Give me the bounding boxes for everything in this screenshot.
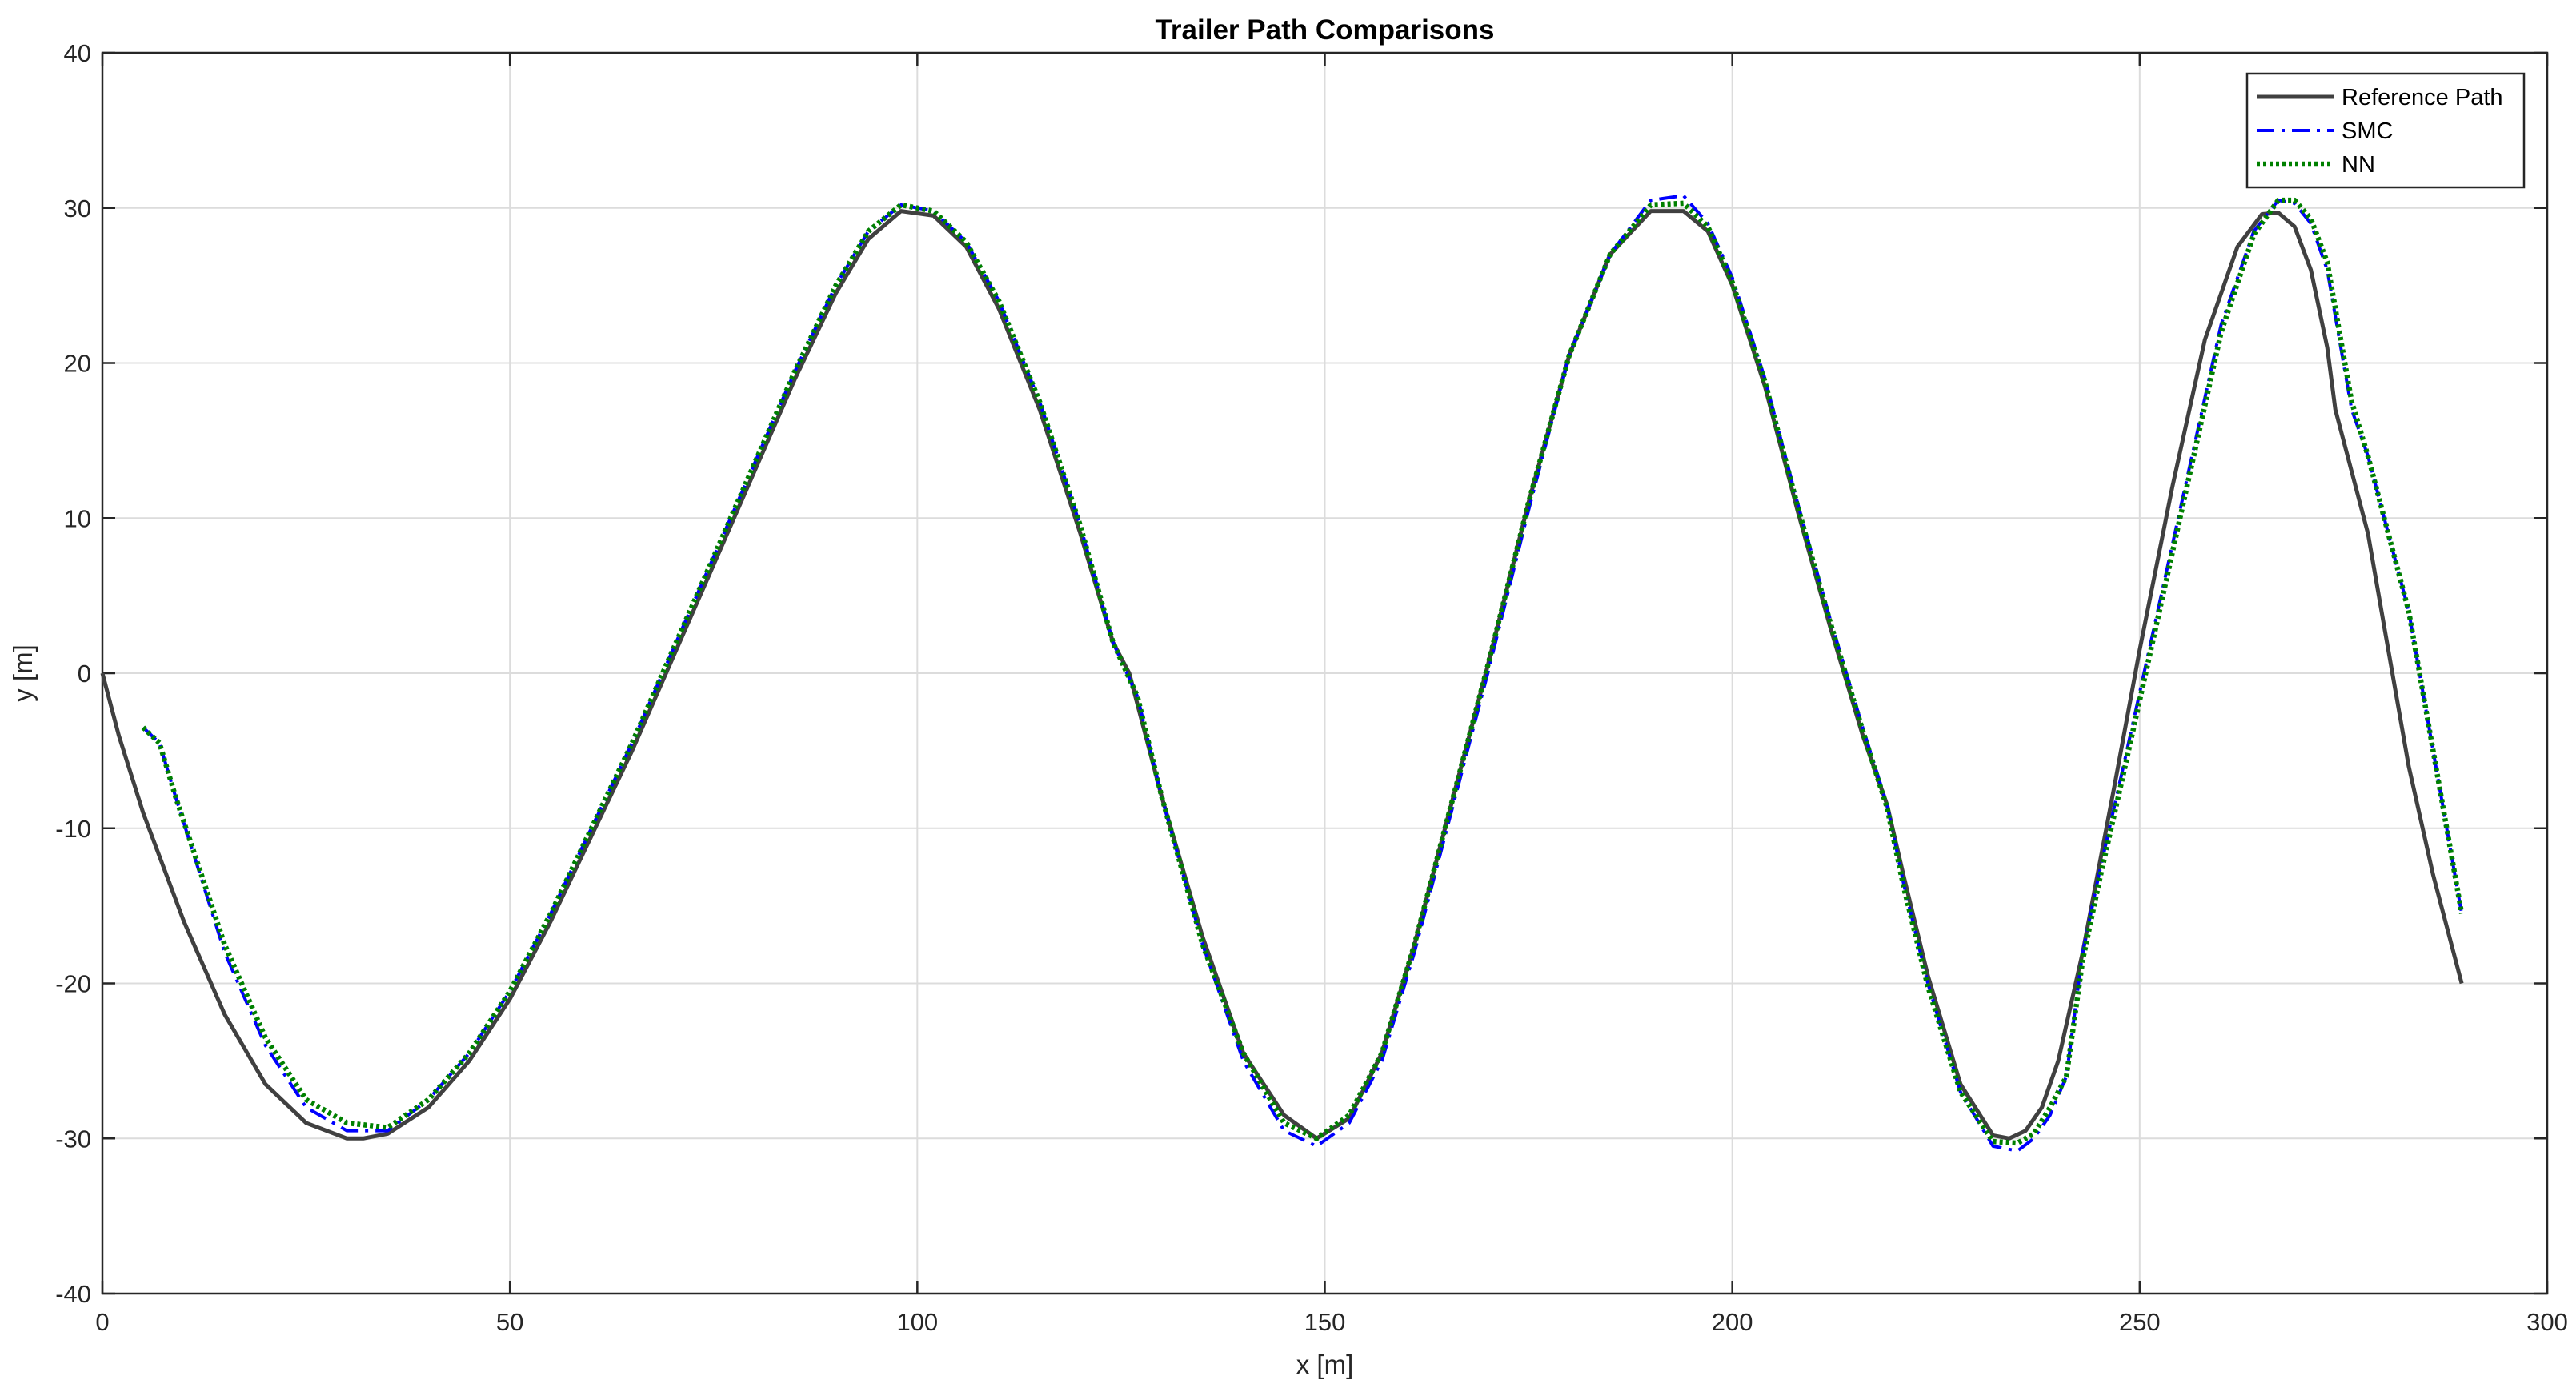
legend: Reference Path SMC NN [2245, 72, 2526, 189]
series-line-nn [141, 197, 2465, 1146]
y-tick-label: -10 [55, 815, 91, 843]
chart-title: Trailer Path Comparisons [1155, 14, 1494, 46]
y-tick-label: 30 [64, 195, 91, 223]
x-tick-label: 200 [1712, 1308, 1753, 1336]
legend-entry-label: Reference Path [2342, 85, 2503, 110]
y-tick-label: 10 [64, 504, 91, 532]
y-tick-label: -30 [55, 1125, 91, 1153]
x-tick-label: 0 [95, 1308, 109, 1336]
legend-entry-label: NN [2342, 152, 2375, 178]
x-tick-label: 50 [496, 1308, 523, 1336]
axis-ticks: 0 50 100 150 200 250 300 -40 -30 -20 -10 0 10 20 30 40 [55, 39, 2568, 1336]
x-tick-label: 100 [896, 1308, 938, 1336]
y-tick-label: 0 [78, 660, 91, 688]
y-tick-label: -40 [55, 1280, 91, 1308]
y-tick-label: 20 [64, 350, 91, 378]
grid [102, 52, 2548, 1294]
y-tick-label: 40 [64, 39, 91, 67]
legend-entry-label: SMC [2342, 118, 2393, 144]
y-tick-label: -20 [55, 970, 91, 998]
x-axis-label: x [m] [1296, 1350, 1354, 1379]
x-tick-label: 150 [1304, 1308, 1346, 1336]
series-group [100, 194, 2465, 1153]
x-tick-label: 300 [2526, 1308, 2568, 1336]
y-axis-label: y [m] [8, 644, 38, 702]
x-tick-label: 250 [2119, 1308, 2161, 1336]
series-line-reference-path [100, 209, 2464, 1141]
